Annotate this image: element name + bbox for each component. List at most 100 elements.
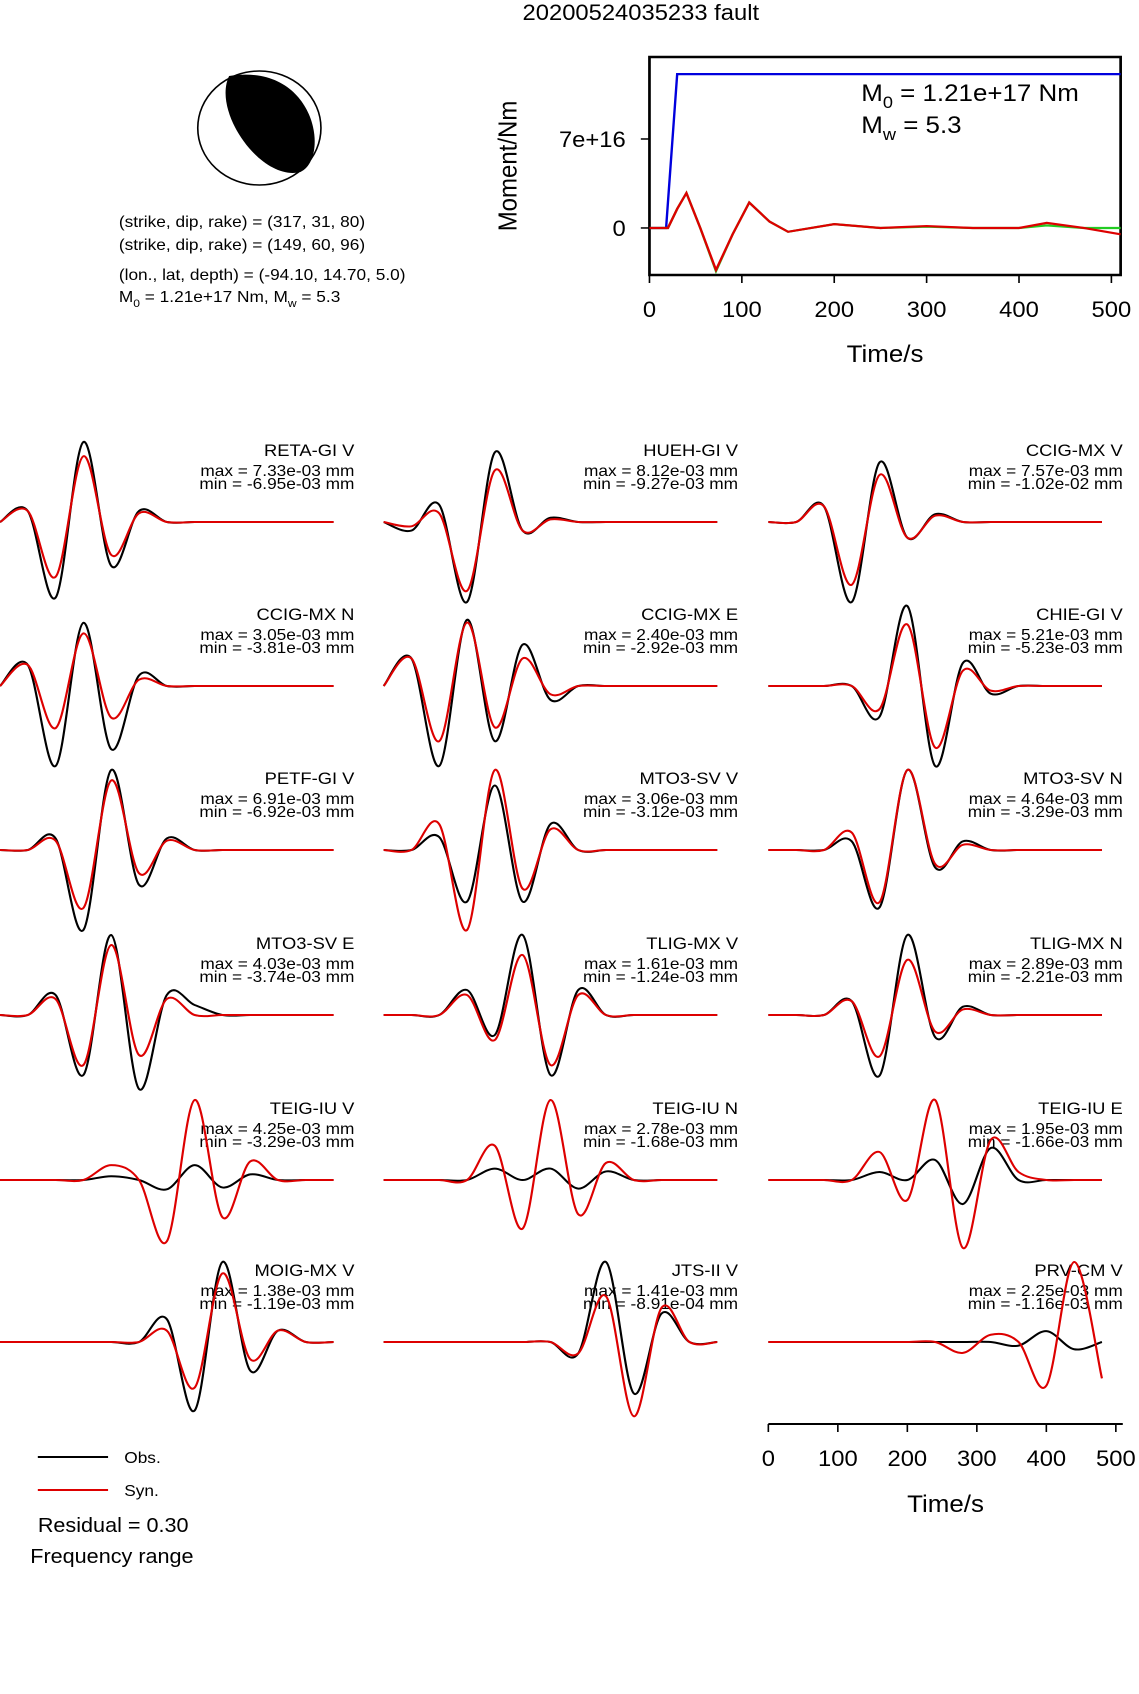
- min-label: min = -3.29e-03 mm: [199, 1133, 354, 1151]
- text-part: = 1.21e+17 Nm: [893, 80, 1079, 107]
- max-label: max = 4.03e-03 mm: [200, 955, 354, 973]
- subscript: w: [882, 125, 897, 144]
- max-label: max = 7.57e-03 mm: [969, 462, 1123, 480]
- x-tick-label: 0: [762, 1446, 775, 1471]
- station-name: MTO3-SV V: [639, 769, 738, 788]
- syn-waveform: [768, 623, 1102, 749]
- subscript-text: M0 = 1.21e+17 Nm, Mw = 5.3: [119, 288, 340, 310]
- station-name: CCIG-MX V: [1026, 441, 1123, 460]
- min-label: min = -1.68e-03 mm: [583, 1133, 738, 1151]
- max-label: max = 7.33e-03 mm: [200, 462, 354, 480]
- obs-waveform: [383, 1167, 718, 1190]
- max-label: max = 1.41e-03 mm: [584, 1282, 738, 1300]
- station-name: MOIG-MX V: [254, 1261, 354, 1280]
- min-label: min = -3.12e-03 mm: [583, 803, 738, 821]
- min-label: min = -1.24e-03 mm: [583, 968, 738, 986]
- mechanism-line: (lon., lat, depth) = (-94.10, 14.70, 5.0…: [119, 266, 406, 284]
- syn-waveform: [768, 473, 1102, 586]
- station-name: CCIG-MX N: [257, 605, 355, 624]
- x-tick-label: 100: [722, 297, 762, 322]
- min-label: min = -3.74e-03 mm: [199, 968, 354, 986]
- obs-waveform: [0, 1164, 334, 1191]
- syn-waveform: [383, 1098, 718, 1230]
- station-name: RETA-GI V: [264, 441, 355, 460]
- max-label: max = 1.61e-03 mm: [584, 955, 738, 973]
- max-label: max = 3.05e-03 mm: [200, 626, 354, 644]
- beachball-compression: [225, 74, 315, 173]
- obs-waveform: [768, 1330, 1103, 1351]
- plot-frame: [648, 55, 1122, 277]
- subscript-text: M0 = 1.21e+17 Nm: [861, 80, 1079, 112]
- text-part: = 1.21e+17 Nm, M: [140, 288, 288, 306]
- min-label: min = -1.02e-02 mm: [968, 475, 1123, 493]
- station-name: CHIE-GI V: [1036, 605, 1123, 624]
- moment-line: [649, 190, 1121, 273]
- y-tick-label: 0: [612, 216, 625, 241]
- y-tick-label: 7e+16: [559, 127, 626, 152]
- max-label: max = 4.25e-03 mm: [200, 1120, 354, 1138]
- station-name: TEIG-IU V: [270, 1099, 355, 1118]
- x-tick-label: 200: [814, 297, 854, 322]
- x-axis-label: Time/s: [907, 1491, 984, 1518]
- min-label: min = -1.16e-03 mm: [968, 1295, 1123, 1313]
- syn-waveform: [383, 1294, 718, 1418]
- syn-waveform: [768, 768, 1102, 905]
- max-label: max = 4.64e-03 mm: [969, 790, 1123, 808]
- x-tick-label: 500: [1096, 1446, 1136, 1471]
- station-name: MTO3-SV E: [256, 934, 355, 953]
- max-label: max = 6.91e-03 mm: [200, 790, 354, 808]
- legend-label: Syn.: [124, 1482, 159, 1500]
- subscript-text: Mw = 5.3: [861, 112, 961, 144]
- syn-waveform: [383, 768, 718, 932]
- station-name: TEIG-IU N: [652, 1099, 738, 1118]
- min-label: min = -5.23e-03 mm: [968, 639, 1123, 657]
- x-tick-label: 300: [957, 1446, 997, 1471]
- text-part: M: [119, 288, 133, 306]
- min-label: min = -2.21e-03 mm: [968, 968, 1123, 986]
- min-label: min = -8.91e-04 mm: [583, 1295, 738, 1313]
- min-label: min = -1.66e-03 mm: [968, 1133, 1123, 1151]
- syn-waveform: [768, 1260, 1103, 1389]
- x-tick-label: 300: [907, 297, 947, 322]
- legend-label: Obs.: [124, 1449, 160, 1467]
- syn-waveform: [0, 779, 334, 910]
- min-label: min = -6.92e-03 mm: [199, 803, 354, 821]
- text-part: = 5.3: [297, 288, 341, 306]
- max-label: max = 1.38e-03 mm: [200, 1282, 354, 1300]
- station-name: JTS-II V: [672, 1261, 739, 1280]
- x-tick-label: 0: [643, 297, 656, 322]
- mechanism-line: (strike, dip, rake) = (149, 60, 96): [119, 236, 365, 254]
- title: 20200524035233 fault: [523, 0, 760, 25]
- min-label: min = -3.29e-03 mm: [968, 803, 1123, 821]
- x-tick-label: 400: [999, 297, 1039, 322]
- subscript: 0: [883, 93, 893, 112]
- y-axis-label: Moment/Nm: [494, 101, 523, 232]
- syn-waveform: [768, 1098, 1102, 1250]
- min-label: min = -1.19e-03 mm: [199, 1295, 354, 1313]
- syn-waveform: [0, 943, 334, 1067]
- station-name: PETF-GI V: [265, 769, 355, 788]
- syn-waveform: [383, 953, 718, 1067]
- syn-waveform: [382, 621, 718, 743]
- subscript: 0: [133, 297, 140, 309]
- syn-waveform: [0, 455, 334, 579]
- min-label: min = -6.95e-03 mm: [199, 475, 354, 493]
- max-label: max = 2.89e-03 mm: [969, 955, 1123, 973]
- max-label: max = 8.12e-03 mm: [584, 462, 738, 480]
- syn-waveform: [768, 958, 1102, 1058]
- station-name: MTO3-SV N: [1023, 769, 1123, 788]
- residual: Residual = 0.30: [38, 1515, 189, 1537]
- text-part: M: [861, 80, 883, 107]
- min-label: min = -2.92e-03 mm: [583, 639, 738, 657]
- x-tick-label: 400: [1027, 1446, 1067, 1471]
- x-tick-label: 200: [888, 1446, 928, 1471]
- syn-waveform: [0, 1272, 334, 1390]
- frequency-note: Frequency range: [30, 1546, 193, 1568]
- x-tick-label: 100: [818, 1446, 858, 1471]
- station-name: TEIG-IU E: [1038, 1099, 1123, 1118]
- max-label: max = 2.78e-03 mm: [584, 1120, 738, 1138]
- max-label: max = 5.21e-03 mm: [969, 626, 1123, 644]
- syn-waveform: [0, 1098, 334, 1245]
- syn-waveform: [383, 468, 718, 592]
